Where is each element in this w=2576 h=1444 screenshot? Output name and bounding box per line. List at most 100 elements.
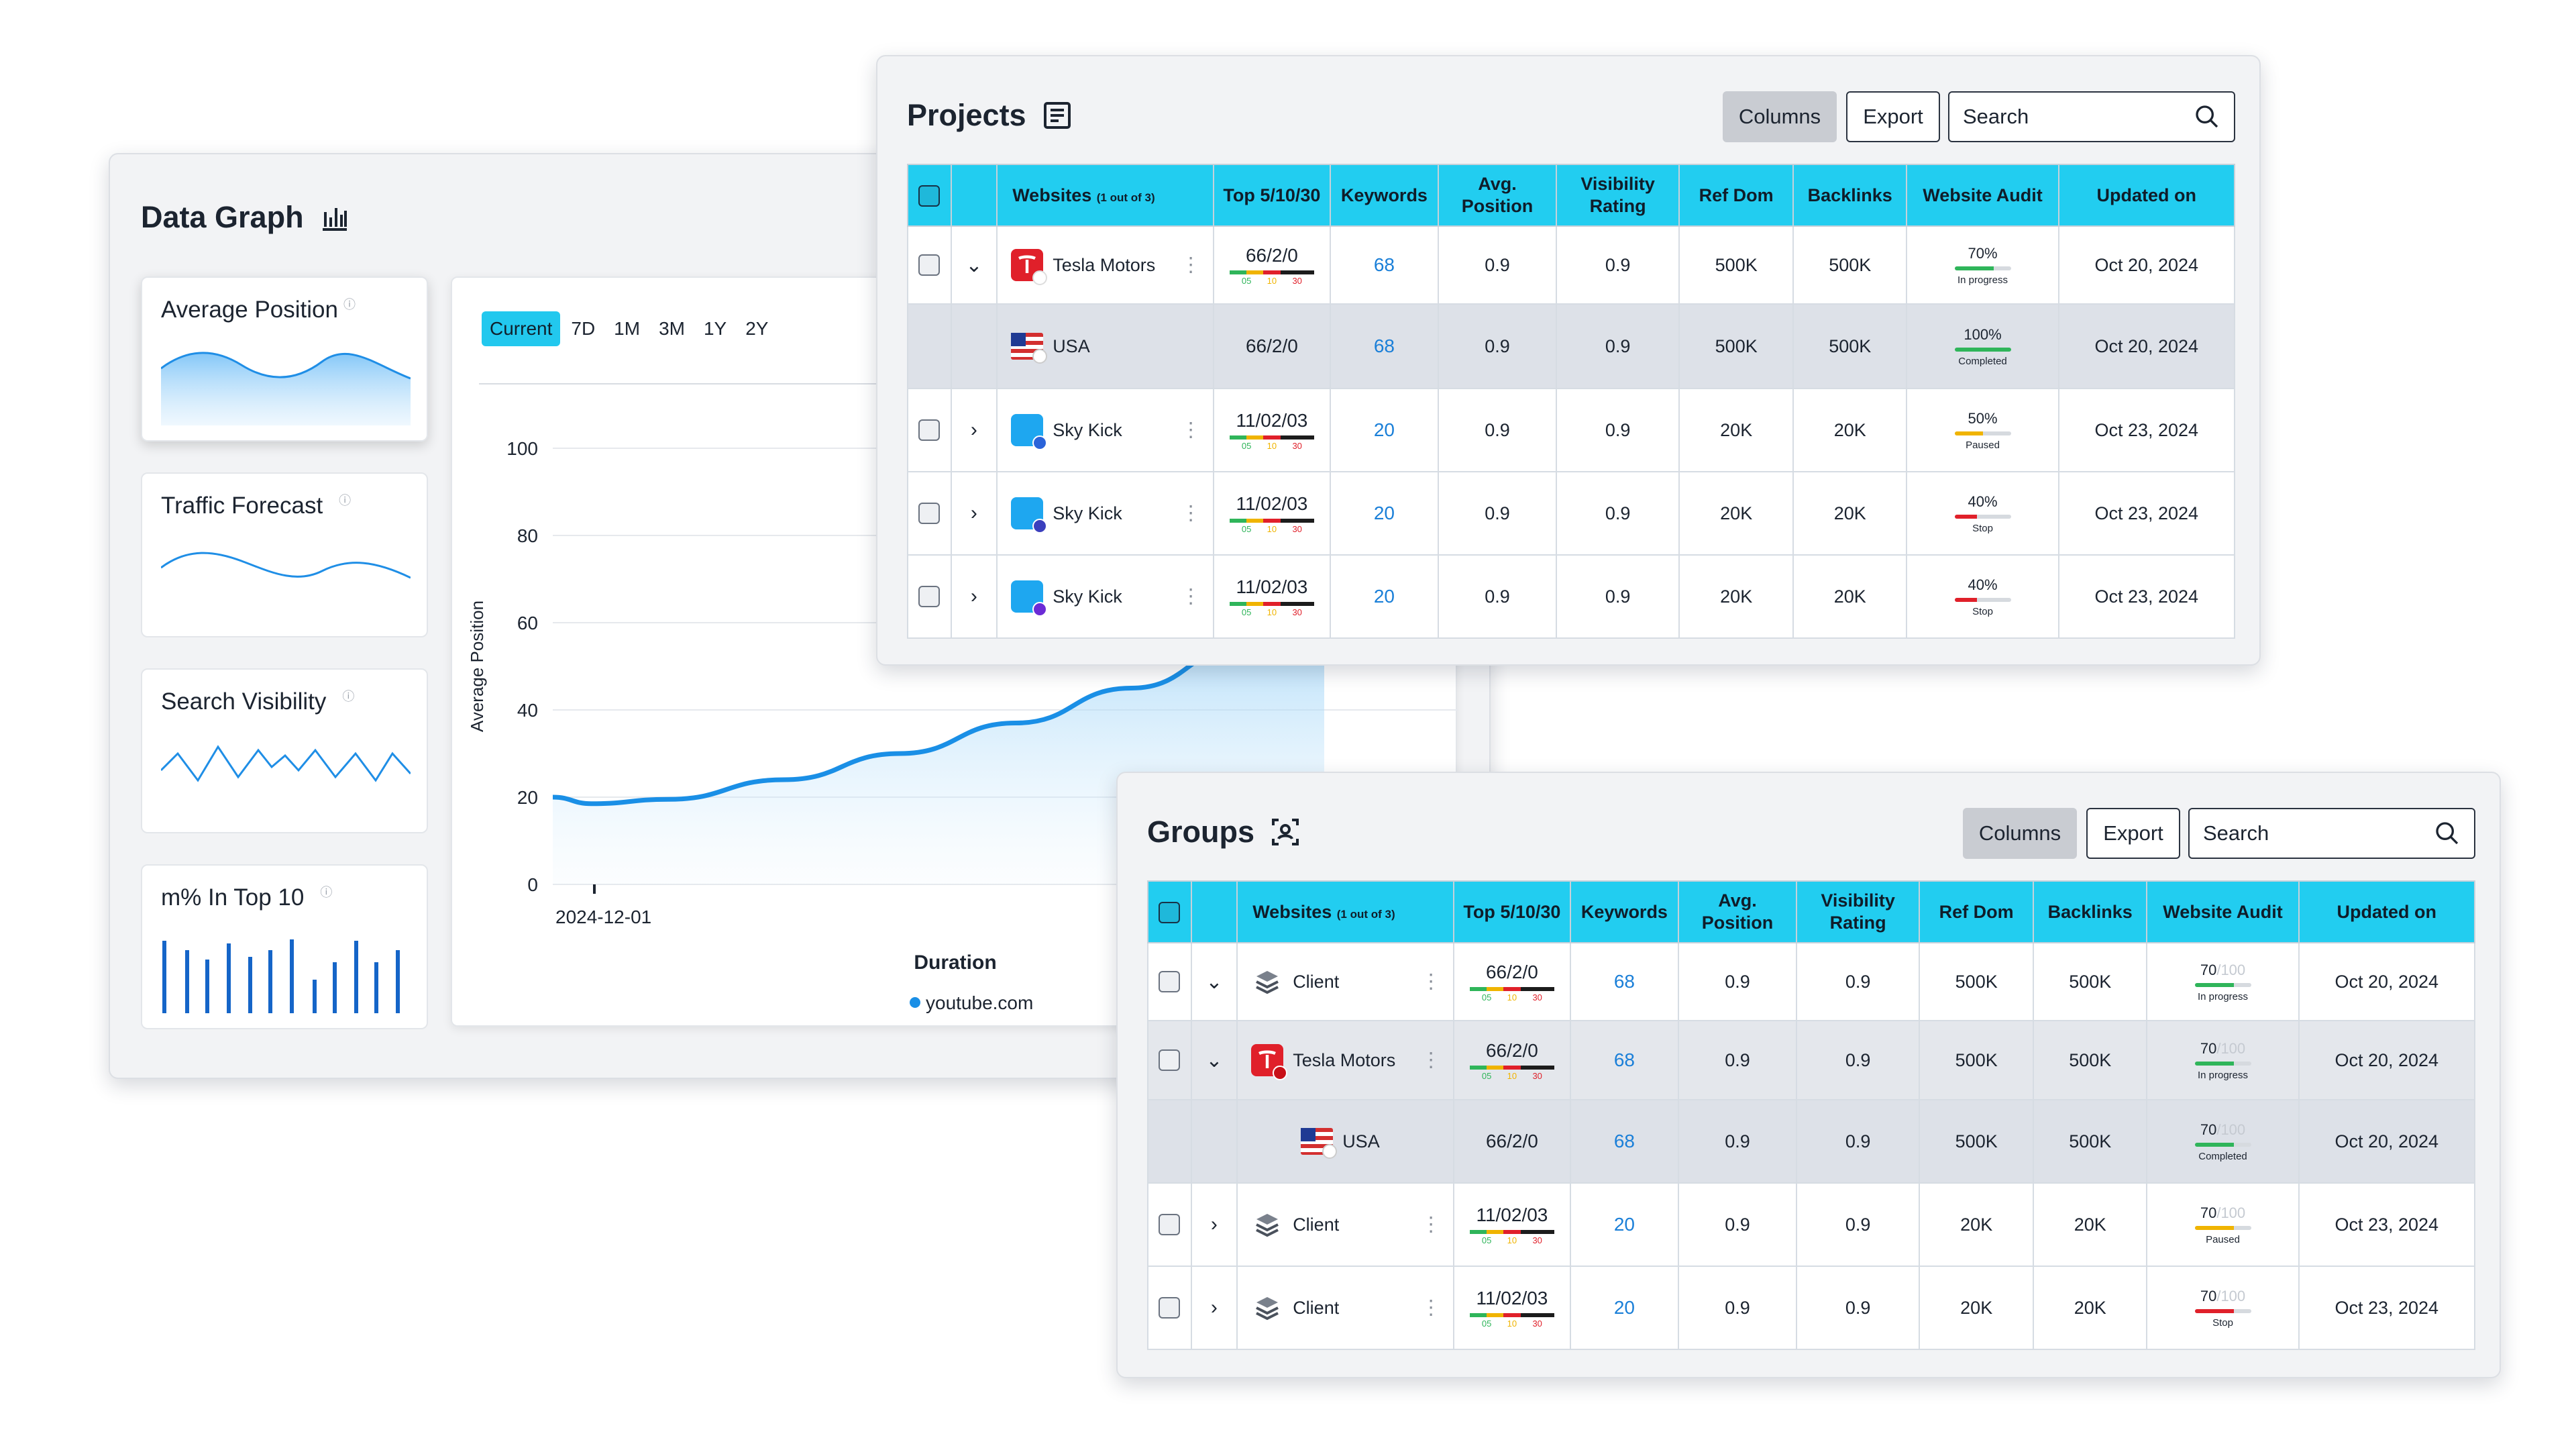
audit-progress-bar	[1954, 266, 2011, 270]
header-keywords[interactable]: Keywords	[1329, 164, 1440, 227]
updated-on-cell: Oct 20, 2024	[2298, 1099, 2476, 1184]
more-options-icon[interactable]: ⋮	[1421, 970, 1442, 993]
row-checkbox[interactable]	[1159, 971, 1181, 993]
header-avg-position[interactable]: Avg. Position	[1438, 164, 1557, 227]
row-expand-cell: ›	[950, 471, 998, 556]
header-website-audit[interactable]: Website Audit	[2146, 880, 2300, 943]
table-row[interactable]: › Sky Kick ⋮ 11/02/03 05 10 30 20 0.9 0.9 20K 20K 40…	[907, 471, 2236, 556]
keywords-link[interactable]: 68	[1613, 1049, 1635, 1070]
expand-chevron-icon[interactable]: ›	[1210, 1213, 1218, 1235]
metric-card-traffic-forecast[interactable]: Traffic Forecast ⓘ	[141, 472, 428, 637]
backlinks-cell: 500K	[1792, 303, 1908, 389]
keywords-link[interactable]: 20	[1613, 1214, 1635, 1235]
keywords-link[interactable]: 68	[1613, 1131, 1635, 1151]
columns-button[interactable]: Columns	[1723, 91, 1837, 142]
more-options-icon[interactable]: ⋮	[1181, 585, 1201, 608]
more-options-icon[interactable]: ⋮	[1181, 419, 1201, 442]
table-row[interactable]: › Client ⋮ 11/02/03 05 10 30 20 0.9 0.9 20K 20K 70/1…	[1147, 1182, 2476, 1267]
avg-position-cell: 0.9	[1678, 1182, 1797, 1267]
keywords-link[interactable]: 68	[1373, 254, 1395, 275]
row-expand-cell: ⌄	[1190, 942, 1238, 1021]
row-checkbox[interactable]	[1159, 1049, 1181, 1072]
header-visibility[interactable]: Visibility Rating	[1795, 880, 1921, 943]
table-row[interactable]: › Sky Kick ⋮ 11/02/03 05 10 30 20 0.9 0.9 20K 20K 40…	[907, 554, 2236, 639]
header-keywords[interactable]: Keywords	[1569, 880, 1680, 943]
top-cell: 66/2/0 05 10 30	[1453, 1020, 1571, 1100]
table-row[interactable]: USA 66/2/0 68 0.9 0.9 500K 500K 100% Completed Oc…	[907, 303, 2236, 389]
expand-chevron-icon[interactable]: ›	[970, 419, 977, 441]
row-checkbox[interactable]	[918, 254, 941, 276]
header-websites[interactable]: Websites (1 out of 3)	[1236, 880, 1455, 943]
select-all-checkbox[interactable]	[918, 185, 941, 207]
header-updated-on[interactable]: Updated on	[2057, 164, 2236, 227]
header-top[interactable]: Top 5/10/30	[1453, 880, 1571, 943]
range-3m[interactable]: 3M	[659, 318, 685, 339]
more-options-icon[interactable]: ⋮	[1181, 502, 1201, 525]
range-1m[interactable]: 1M	[614, 318, 641, 339]
visibility-cell: 0.9	[1795, 942, 1921, 1021]
keywords-link[interactable]: 20	[1373, 419, 1395, 440]
keywords-link[interactable]: 20	[1613, 1297, 1635, 1318]
header-backlinks[interactable]: Backlinks	[2032, 880, 2148, 943]
keywords-link[interactable]: 68	[1373, 336, 1395, 356]
row-select-cell	[1147, 1266, 1192, 1350]
more-options-icon[interactable]: ⋮	[1421, 1049, 1442, 1072]
header-ref-dom[interactable]: Ref Dom	[1919, 880, 2034, 943]
row-checkbox[interactable]	[1159, 1297, 1181, 1319]
range-1y[interactable]: 1Y	[703, 318, 727, 339]
table-row[interactable]: USA 66/2/0 68 0.9 0.9 500K 500K 70/100 Completed…	[1147, 1099, 2476, 1184]
more-options-icon[interactable]: ⋮	[1421, 1213, 1442, 1236]
table-row[interactable]: › Sky Kick ⋮ 11/02/03 05 10 30 20 0.9 0.9 20K 20K 50…	[907, 388, 2236, 472]
header-website-audit[interactable]: Website Audit	[1906, 164, 2059, 227]
select-all-checkbox[interactable]	[1159, 901, 1181, 923]
expand-chevron-icon[interactable]: ›	[970, 502, 977, 524]
expand-chevron-icon[interactable]: ›	[1210, 1296, 1218, 1319]
export-button[interactable]: Export	[2086, 808, 2180, 859]
range-current[interactable]: Current	[482, 311, 561, 346]
keywords-link[interactable]: 20	[1373, 586, 1395, 607]
row-select-cell	[1147, 1182, 1192, 1267]
search-input[interactable]: Search	[1948, 91, 2235, 142]
ref-dom-cell: 500K	[1919, 942, 2034, 1021]
header-ref-dom[interactable]: Ref Dom	[1678, 164, 1794, 227]
top-value: 11/02/03	[1236, 493, 1308, 514]
top-value: 66/2/0	[1485, 961, 1538, 982]
row-checkbox[interactable]	[918, 503, 941, 525]
collapse-chevron-icon[interactable]: ⌄	[1205, 1049, 1223, 1072]
table-row[interactable]: ⌄ Client ⋮ 66/2/0 05 10 30 68 0.9 0.9 500K 500K 70/1…	[1147, 942, 2476, 1021]
range-7d[interactable]: 7D	[571, 318, 596, 339]
expand-chevron-icon[interactable]: ›	[970, 585, 977, 607]
row-checkbox[interactable]	[918, 586, 941, 608]
audit-score: 70/100	[2147, 962, 2298, 979]
top-5-label: 05	[1481, 992, 1492, 1002]
row-checkbox[interactable]	[1159, 1214, 1181, 1236]
export-button[interactable]: Export	[1846, 91, 1940, 142]
table-row[interactable]: ⌄ Tesla Motors ⋮ 66/2/0 05 10 30 68 0.9 0.9 500K 50…	[1147, 1020, 2476, 1100]
table-row[interactable]: ⌄ Tesla Motors ⋮ 66/2/0 05 10 30 68 0.9 0.9 500K 50…	[907, 225, 2236, 305]
header-websites[interactable]: Websites (1 out of 3)	[996, 164, 1215, 227]
more-options-icon[interactable]: ⋮	[1181, 254, 1201, 276]
header-avg-position[interactable]: Avg. Position	[1678, 880, 1797, 943]
metric-card-search-visibility[interactable]: Search Visibility ⓘ	[141, 668, 428, 833]
keywords-link[interactable]: 68	[1613, 971, 1635, 992]
search-input[interactable]: Search	[2188, 808, 2475, 859]
metric-card-average-position[interactable]: Average Position ⓘ	[141, 276, 428, 442]
updated-on-cell: Oct 23, 2024	[2057, 388, 2236, 472]
header-top[interactable]: Top 5/10/30	[1213, 164, 1331, 227]
collapse-chevron-icon[interactable]: ⌄	[965, 254, 983, 276]
table-row[interactable]: › Client ⋮ 11/02/03 05 10 30 20 0.9 0.9 20K 20K 70/1…	[1147, 1266, 2476, 1350]
top-distribution-bar	[1229, 435, 1314, 440]
metric-card-top-10[interactable]: m% In Top 10 ⓘ	[141, 864, 428, 1029]
row-checkbox[interactable]	[918, 419, 941, 442]
audit-cell: 70% In progress	[1906, 225, 2059, 305]
more-options-icon[interactable]: ⋮	[1421, 1296, 1442, 1319]
collapse-chevron-icon[interactable]: ⌄	[1205, 970, 1223, 993]
columns-button[interactable]: Columns	[1963, 808, 2077, 859]
header-updated-on[interactable]: Updated on	[2298, 880, 2476, 943]
header-visibility[interactable]: Visibility Rating	[1555, 164, 1680, 227]
header-backlinks[interactable]: Backlinks	[1792, 164, 1908, 227]
keywords-link[interactable]: 20	[1373, 503, 1395, 523]
top-distribution-bar	[1229, 270, 1314, 274]
range-2y[interactable]: 2Y	[745, 318, 769, 339]
bar-chart-icon	[322, 208, 347, 231]
